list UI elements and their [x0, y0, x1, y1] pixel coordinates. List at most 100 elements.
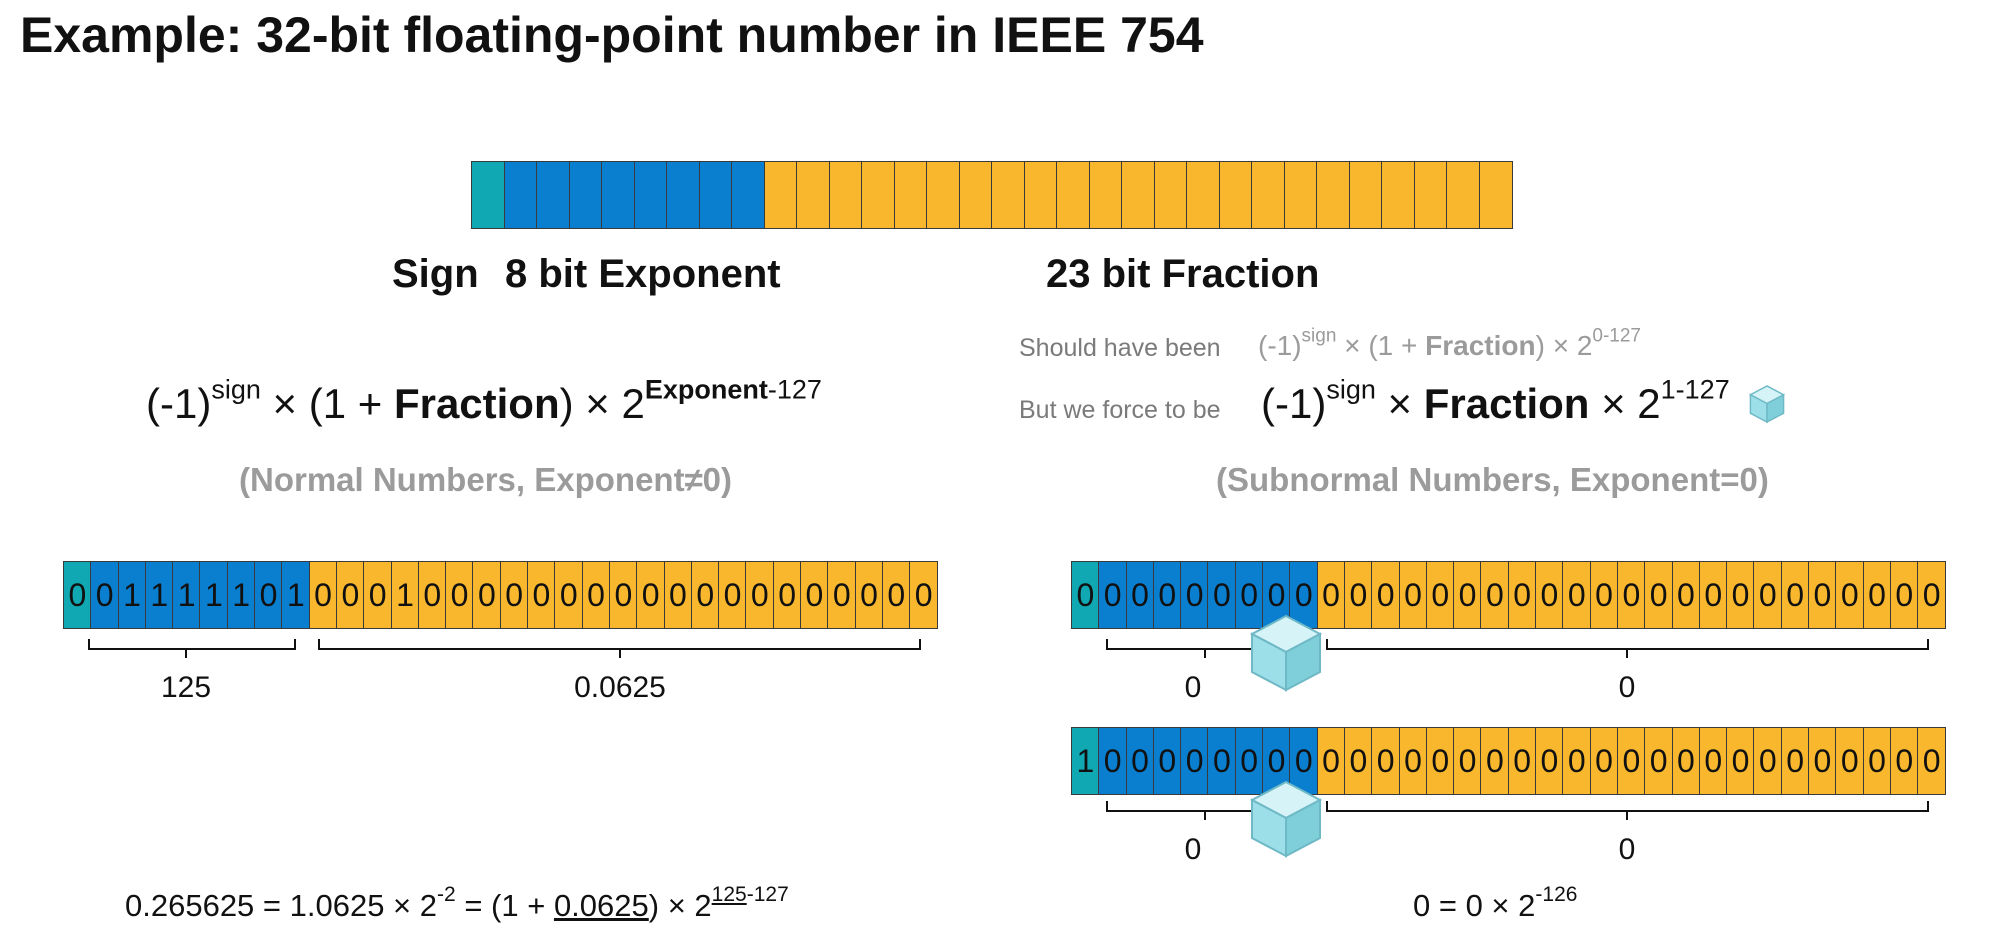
sign-label: Sign [392, 252, 479, 296]
layout-bit-1 [503, 161, 538, 229]
normal-bit-4: 1 [172, 561, 201, 629]
normal-bit-9: 0 [308, 561, 338, 629]
layout-bit-7 [698, 161, 733, 229]
normal-bit-13: 0 [417, 561, 447, 629]
subnormal2-bit-23: 0 [1698, 727, 1728, 795]
sub2-exponent-value: 0 [1184, 833, 1202, 866]
subnormal2-bit-6: 0 [1234, 727, 1264, 795]
subnormal2-bit-16: 0 [1507, 727, 1537, 795]
subnormal1-bit-10: 0 [1343, 561, 1373, 629]
subnormal2-bit-29: 0 [1862, 727, 1892, 795]
subnormal1-bit-7: 0 [1262, 561, 1291, 629]
layout-bit-14 [926, 161, 960, 229]
subnormal2-bit-26: 0 [1780, 727, 1810, 795]
normal-bit-11: 0 [363, 561, 393, 629]
subnormal2-bit-4: 0 [1180, 727, 1209, 795]
layout-bit-4 [601, 161, 635, 229]
layout-bit-31 [1478, 161, 1513, 229]
normal-bit-20: 0 [608, 561, 638, 629]
sub2-fraction-value: 0 [1618, 833, 1636, 866]
layout-bit-3 [568, 161, 603, 229]
subnormal2-bit-17: 0 [1535, 727, 1564, 795]
ice-cube-icon [1249, 614, 1323, 692]
subnormal2-bit-1: 0 [1098, 727, 1128, 795]
layout-bit-13 [893, 161, 928, 229]
forced-formula: (-1)sign × Fraction × 21-127 [1261, 374, 1730, 427]
normal-bit-12: 1 [390, 561, 420, 629]
subnormal1-bit-13: 0 [1425, 561, 1455, 629]
subnormal2-bit-18: 0 [1562, 727, 1592, 795]
layout-bit-0 [471, 161, 505, 229]
normal-bit-16: 0 [499, 561, 529, 629]
sub1-fraction-value: 0 [1618, 671, 1636, 704]
subnormal1-bit-18: 0 [1562, 561, 1592, 629]
normal-formula: (-1)sign × (1 + Fraction) × 2Exponent-12… [146, 374, 822, 427]
bit-layout-bar [471, 161, 1513, 229]
should-have-been-label: Should have been [1019, 334, 1221, 362]
normal-exponent-value: 125 [160, 671, 212, 704]
subnormal1-bit-27: 0 [1808, 561, 1837, 629]
layout-bit-30 [1446, 161, 1480, 229]
subnormal1-bit-17: 0 [1535, 561, 1564, 629]
subnormal1-bit-28: 0 [1835, 561, 1865, 629]
subnormal1-bit-16: 0 [1507, 561, 1537, 629]
normal-bit-31: 0 [909, 561, 938, 629]
normal-caption: (Normal Numbers, Exponent≠0) [239, 461, 733, 498]
normal-bit-1: 0 [90, 561, 120, 629]
layout-bit-28 [1381, 161, 1415, 229]
normal-bit-23: 0 [690, 561, 720, 629]
subnormal1-bit-0: 0 [1071, 561, 1100, 629]
exponent-label: 8 bit Exponent [505, 252, 781, 296]
subnormal-caption: (Subnormal Numbers, Exponent=0) [1216, 461, 1769, 498]
force-to-be-label: But we force to be [1019, 396, 1221, 424]
subnormal1-bit-11: 0 [1371, 561, 1401, 629]
subnormal2-bit-11: 0 [1371, 727, 1401, 795]
subnormal-equation: 0 = 0 × 2-126 [1413, 882, 1578, 923]
subnormal2-bit-28: 0 [1835, 727, 1865, 795]
normal-bit-24: 0 [718, 561, 747, 629]
layout-bit-24 [1251, 161, 1285, 229]
normal-fraction-value: 0.0625 [574, 671, 666, 704]
subnormal2-bit-14: 0 [1453, 727, 1482, 795]
subnormal2-bit-10: 0 [1343, 727, 1373, 795]
layout-bit-22 [1186, 161, 1220, 229]
layout-bit-12 [861, 161, 895, 229]
layout-bit-18 [1056, 161, 1090, 229]
subnormal2-bit-8: 0 [1289, 727, 1319, 795]
normal-bit-19: 0 [581, 561, 611, 629]
normal-fraction-bracket [318, 639, 921, 658]
normal-bit-6: 1 [226, 561, 256, 629]
subnormal2-bit-2: 0 [1125, 727, 1155, 795]
normal-bit-7: 0 [254, 561, 283, 629]
subnormal2-bit-31: 0 [1917, 727, 1946, 795]
layout-bit-10 [796, 161, 830, 229]
sub2-fraction-bracket [1326, 801, 1929, 820]
normal-equation: 0.265625 = 1.0625 × 2-2 = (1 + 0.0625) ×… [125, 882, 789, 923]
normal-exponent-bracket [88, 639, 296, 658]
subnormal1-bit-19: 0 [1589, 561, 1619, 629]
should-have-been-formula: (-1)sign × (1 + Fraction) × 20-127 [1258, 325, 1642, 361]
layout-bit-20 [1121, 161, 1155, 229]
subnormal1-bit-22: 0 [1671, 561, 1701, 629]
normal-bit-18: 0 [554, 561, 584, 629]
fraction-label: 23 bit Fraction [1046, 252, 1320, 296]
layout-bit-5 [633, 161, 668, 229]
subnormal1-bit-6: 0 [1234, 561, 1264, 629]
layout-bit-16 [991, 161, 1025, 229]
normal-bit-25: 0 [745, 561, 775, 629]
ice-cube-icon [1249, 780, 1323, 858]
subnormal2-bit-3: 0 [1152, 727, 1182, 795]
subnormal1-bit-23: 0 [1698, 561, 1728, 629]
normal-bit-3: 1 [144, 561, 174, 629]
sub1-fraction-bracket [1326, 639, 1929, 658]
layout-bit-21 [1153, 161, 1188, 229]
subnormal1-bit-15: 0 [1480, 561, 1510, 629]
layout-bit-25 [1283, 161, 1318, 229]
subnormal1-bit-26: 0 [1780, 561, 1810, 629]
subnormal2-bit-24: 0 [1726, 727, 1755, 795]
sub1-exponent-value: 0 [1184, 671, 1202, 704]
page-title: Example: 32-bit floating-point number in… [20, 7, 1204, 63]
normal-bit-28: 0 [827, 561, 857, 629]
